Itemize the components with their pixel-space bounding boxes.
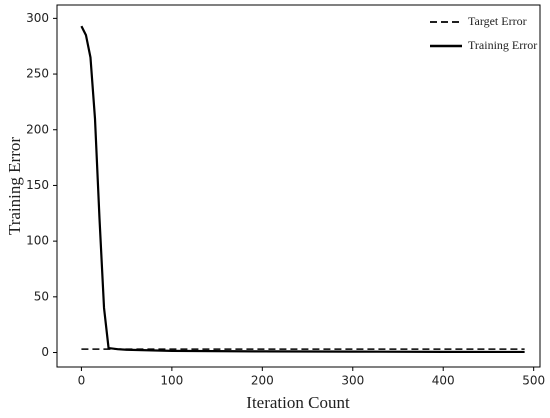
x-tick-label: 400 [432, 374, 455, 388]
y-tick-label: 100 [26, 234, 49, 248]
x-tick-label: 300 [341, 374, 364, 388]
y-tick-label: 200 [26, 122, 49, 136]
x-tick-label: 100 [160, 374, 183, 388]
y-tick-label: 150 [26, 178, 49, 192]
y-tick-label: 0 [41, 345, 49, 359]
x-tick-label: 500 [522, 374, 545, 388]
series-line [80, 25, 525, 354]
y-tick-label: 250 [26, 67, 49, 81]
y-tick-label: 300 [26, 11, 49, 25]
x-axis-label: Iteration Count [246, 393, 350, 412]
x-tick-label: 0 [78, 374, 86, 388]
y-axis-label: Training Error [5, 137, 24, 235]
x-tick-label: 200 [251, 374, 274, 388]
legend-label: Target Error [468, 14, 527, 28]
plot-frame [56, 4, 541, 368]
y-tick-label: 50 [34, 289, 49, 303]
legend-label: Training Error [468, 38, 537, 52]
